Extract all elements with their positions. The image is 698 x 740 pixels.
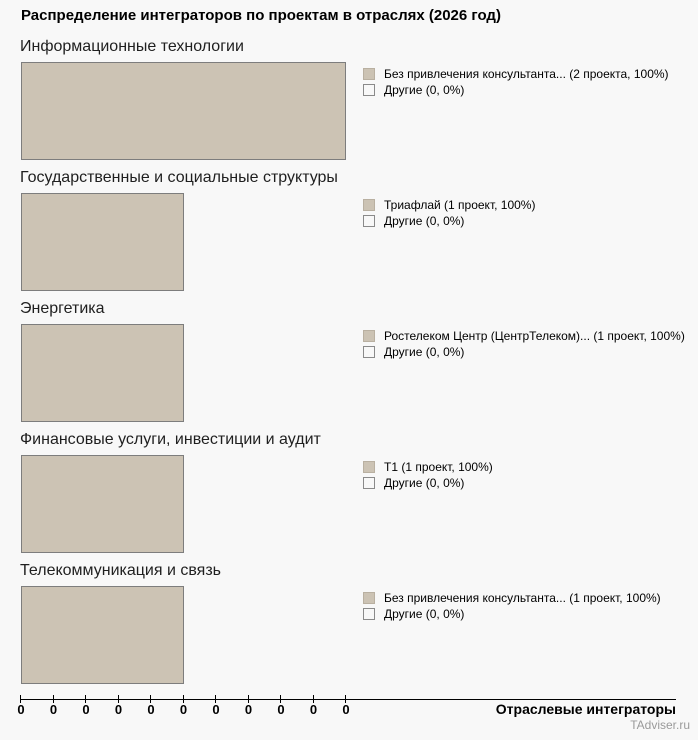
axis-tick-mark	[182, 695, 184, 703]
x-axis-title: Отраслевые интеграторы	[495, 701, 676, 717]
legend-label: Другие (0, 0%)	[384, 607, 465, 621]
axis-tick-mark	[20, 695, 21, 703]
legend-item: Другие (0, 0%)	[363, 606, 661, 622]
bar	[21, 455, 184, 553]
x-axis-line	[20, 699, 676, 700]
legend-label: Триафлай (1 проект, 100%)	[384, 198, 536, 212]
legend-label: Ростелеком Центр (ЦентрТелеком)... (1 пр…	[384, 329, 685, 343]
legend-swatch-filled	[363, 461, 375, 473]
legend-item: Ростелеком Центр (ЦентрТелеком)... (1 пр…	[363, 328, 685, 344]
legend-swatch-empty	[363, 346, 375, 358]
legend-label: Другие (0, 0%)	[384, 214, 465, 228]
legend-swatch-filled	[363, 199, 375, 211]
axis-tick-mark	[312, 695, 314, 703]
axis-tick-label: 0	[49, 702, 58, 717]
legend-swatch-filled	[363, 330, 375, 342]
axis-tick-mark	[247, 695, 249, 703]
section-title: Телекоммуникация и связь	[20, 562, 222, 579]
axis-tick-mark	[215, 695, 216, 703]
bar	[21, 62, 346, 160]
bar	[21, 324, 184, 422]
legend-item: Другие (0, 0%)	[363, 475, 493, 491]
axis-tick-mark	[280, 695, 281, 703]
source-attribution: TAdviser.ru	[630, 718, 690, 732]
legend-swatch-empty	[363, 477, 375, 489]
axis-tick-label: 0	[82, 702, 90, 717]
section-financial-services: Финансовые услуги, инвестиции и аудит Т1…	[0, 431, 698, 562]
axis-tick-label: 0	[147, 702, 155, 717]
legend-swatch-filled	[363, 68, 375, 80]
axis-tick-mark	[345, 695, 346, 703]
legend: Без привлечения консультанта... (1 проек…	[363, 590, 661, 622]
axis-tick-mark	[52, 695, 54, 703]
legend-item: Другие (0, 0%)	[363, 344, 685, 360]
legend-swatch-empty	[363, 608, 375, 620]
legend-label: Другие (0, 0%)	[384, 83, 465, 97]
legend-item: Триафлай (1 проект, 100%)	[363, 197, 535, 213]
legend-item: Без привлечения консультанта... (1 проек…	[363, 590, 661, 606]
legend-label: Без привлечения консультанта... (1 проек…	[384, 591, 661, 605]
axis-tick-label: 0	[309, 702, 318, 717]
section-title: Финансовые услуги, инвестиции и аудит	[20, 431, 321, 448]
legend-item: Другие (0, 0%)	[363, 213, 535, 229]
legend-item: Т1 (1 проект, 100%)	[363, 459, 493, 475]
legend: Триафлай (1 проект, 100%) Другие (0, 0%)	[363, 197, 535, 229]
legend: Т1 (1 проект, 100%) Другие (0, 0%)	[363, 459, 493, 491]
legend-item: Без привлечения консультанта... (2 проек…	[363, 66, 669, 82]
axis-tick-mark	[85, 695, 86, 703]
axis-tick-label: 0	[179, 702, 188, 717]
axis-tick-label: 0	[342, 702, 350, 717]
axis-tick-label: 0	[277, 702, 285, 717]
legend-label: Другие (0, 0%)	[384, 345, 465, 359]
legend: Ростелеком Центр (ЦентрТелеком)... (1 пр…	[363, 328, 685, 360]
section-government-social: Государственные и социальные структуры Т…	[0, 169, 698, 300]
chart-title: Распределение интеграторов по проектам в…	[21, 7, 501, 24]
section-title: Государственные и социальные структуры	[20, 169, 338, 186]
section-telecom: Телекоммуникация и связь Без привлечения…	[0, 562, 698, 693]
legend-item: Другие (0, 0%)	[363, 82, 669, 98]
legend-label: Без привлечения консультанта... (2 проек…	[384, 67, 669, 81]
legend-swatch-filled	[363, 592, 375, 604]
axis-tick-mark	[150, 695, 151, 703]
axis-tick-label: 0	[17, 702, 25, 717]
bar	[21, 193, 184, 291]
legend-label: Т1 (1 проект, 100%)	[384, 460, 493, 474]
section-title: Энергетика	[20, 300, 105, 317]
section-energy: Энергетика Ростелеком Центр (ЦентрТелеко…	[0, 300, 698, 431]
axis-tick-label: 0	[212, 702, 220, 717]
legend-swatch-empty	[363, 215, 375, 227]
section-title: Информационные технологии	[20, 38, 244, 55]
legend-label: Другие (0, 0%)	[384, 476, 465, 490]
axis-tick-label: 0	[244, 702, 253, 717]
axis-tick-label: 0	[114, 702, 123, 717]
bar	[21, 586, 184, 684]
axis-tick-mark	[117, 695, 119, 703]
legend-swatch-empty	[363, 84, 375, 96]
legend: Без привлечения консультанта... (2 проек…	[363, 66, 669, 98]
section-information-technologies: Информационные технологии Без привлечени…	[0, 38, 698, 169]
